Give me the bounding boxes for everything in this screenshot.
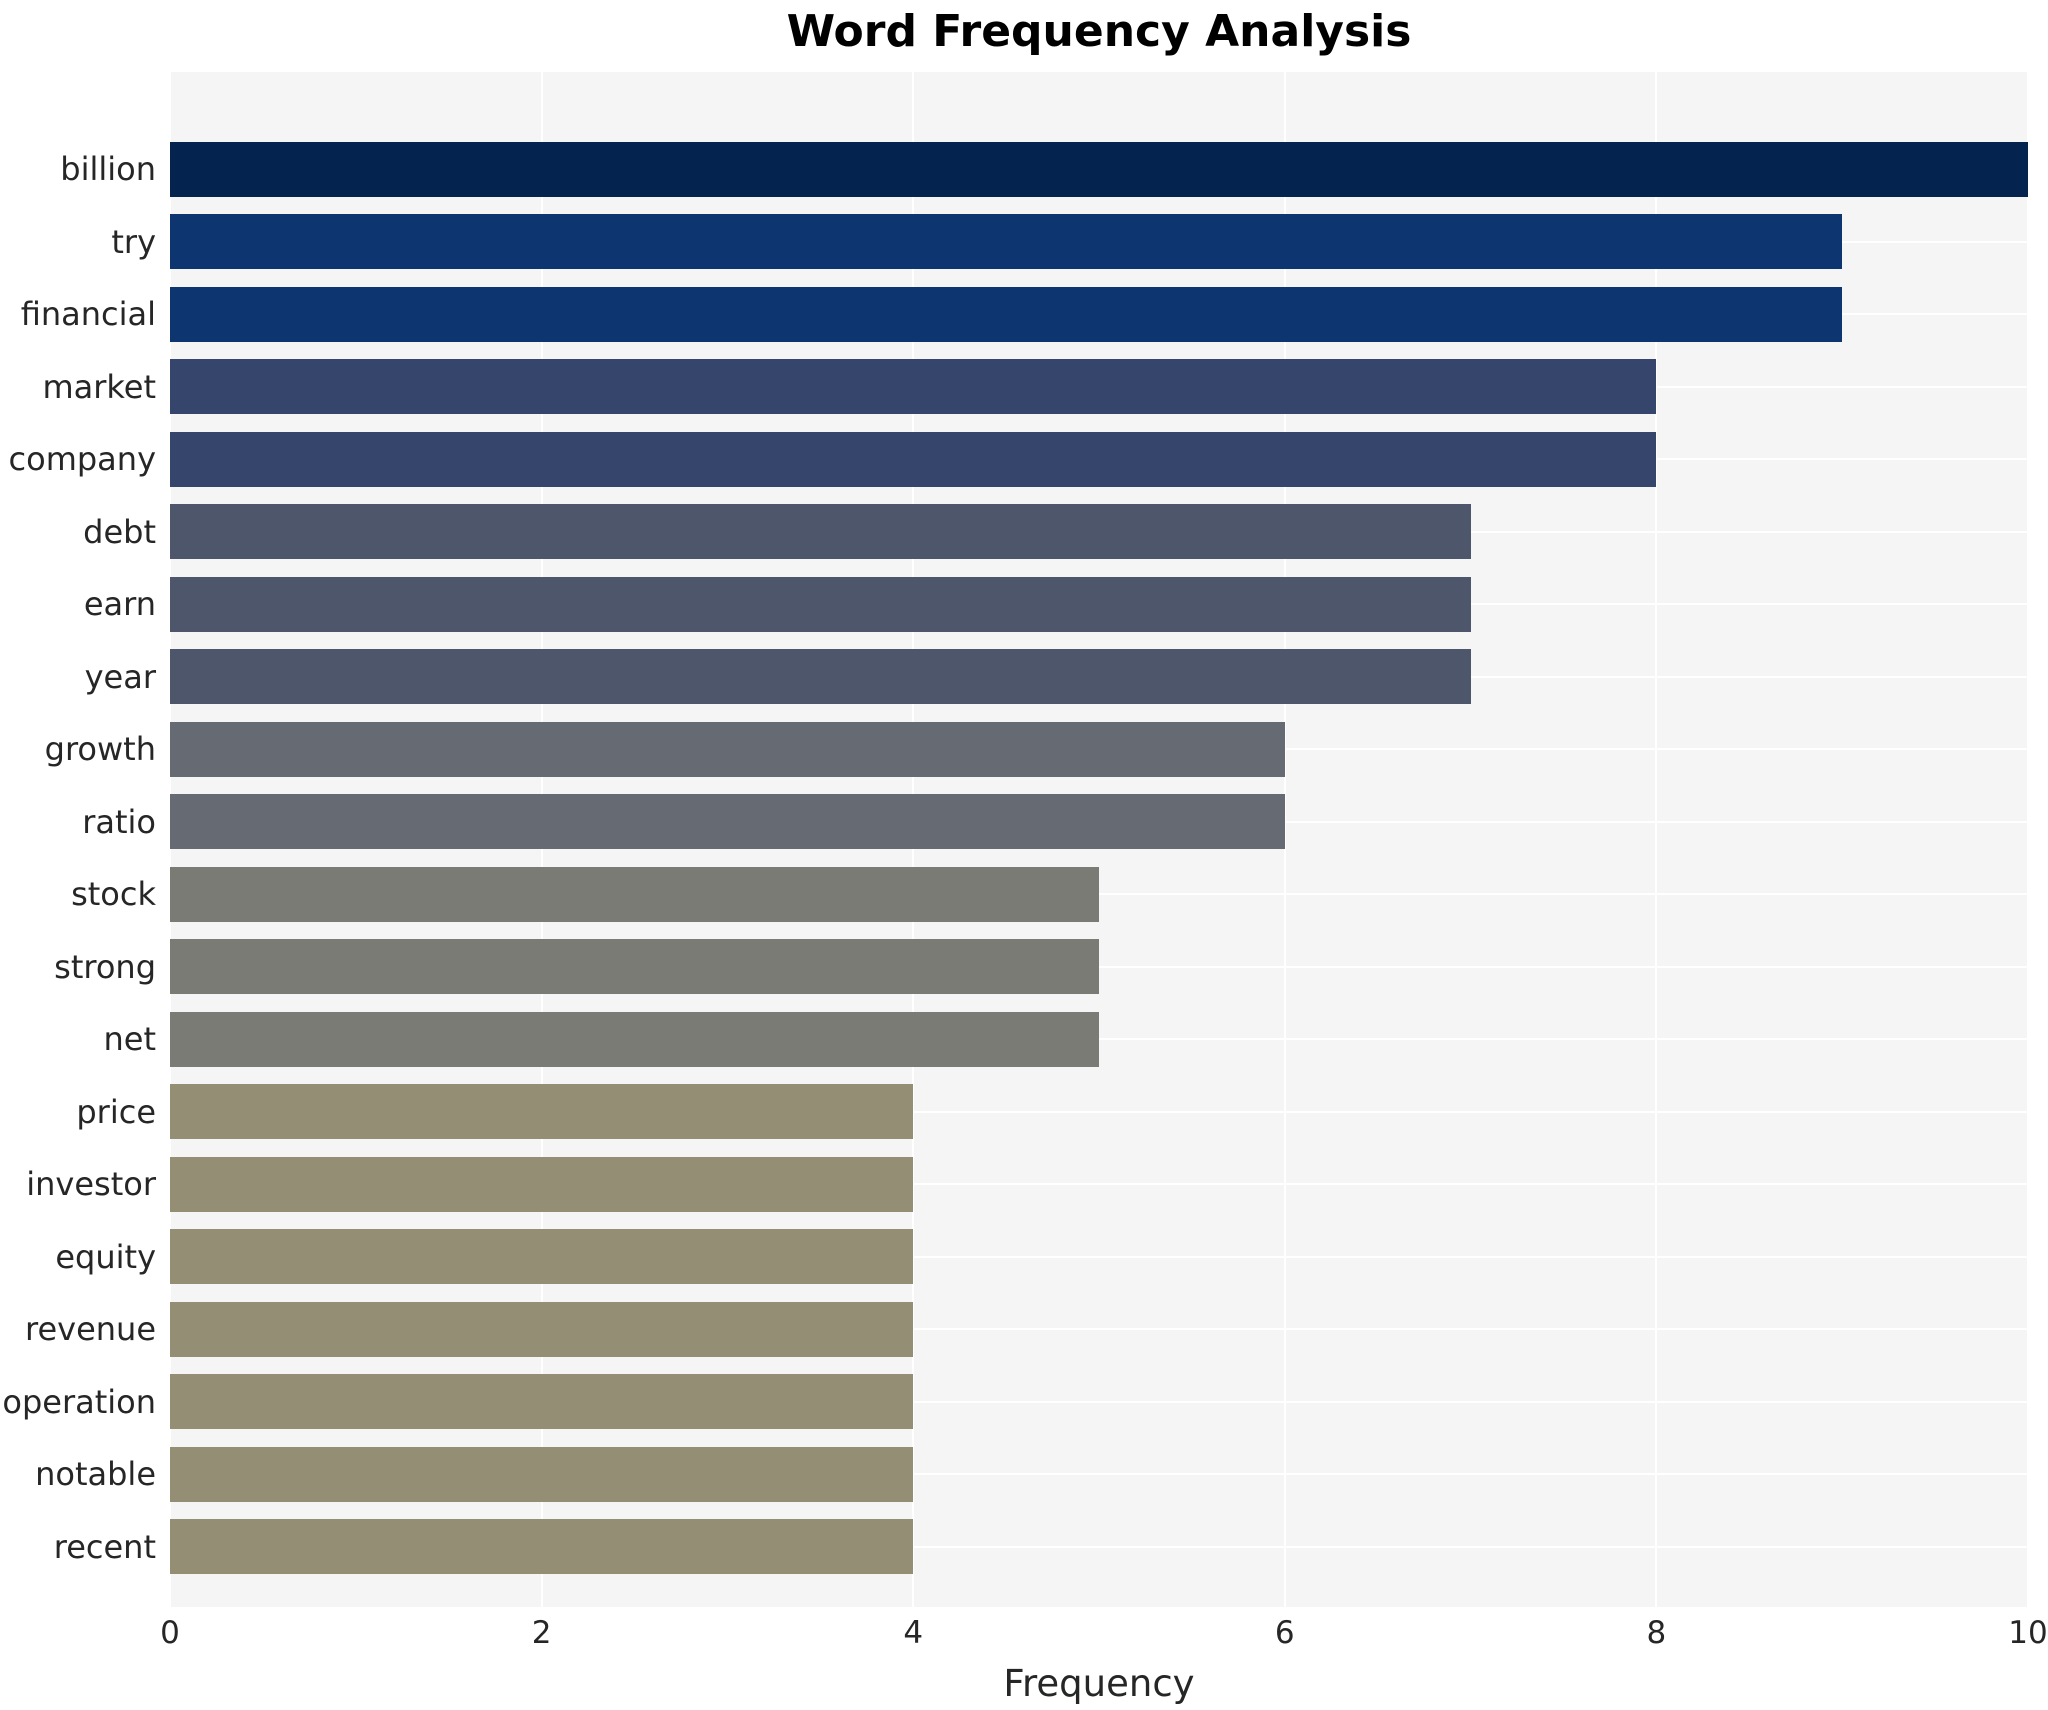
bar-row bbox=[170, 1293, 2028, 1366]
bar-year bbox=[170, 649, 1471, 705]
horizontal-gridline bbox=[170, 1400, 2028, 1403]
horizontal-gridline bbox=[170, 1183, 2028, 1186]
bar-row bbox=[170, 278, 2028, 351]
bar-row bbox=[170, 858, 2028, 931]
x-tick-label-4: 4 bbox=[903, 1615, 924, 1651]
x-tick-label-0: 0 bbox=[160, 1615, 180, 1651]
bar-strong bbox=[170, 939, 1099, 995]
y-label-growth: growth bbox=[44, 730, 156, 769]
y-label-company: company bbox=[8, 440, 156, 479]
bar-row bbox=[170, 641, 2028, 714]
plot-area bbox=[169, 72, 2029, 1607]
bar-row bbox=[170, 1438, 2028, 1511]
horizontal-gridline bbox=[170, 1110, 2028, 1113]
y-label-market: market bbox=[42, 367, 156, 406]
horizontal-gridline bbox=[170, 1038, 2028, 1041]
bar-try bbox=[170, 214, 1843, 270]
bar-row bbox=[170, 713, 2028, 786]
bar-financial bbox=[170, 286, 1843, 342]
horizontal-gridline bbox=[170, 965, 2028, 968]
x-tick-label-2: 2 bbox=[531, 1615, 552, 1651]
horizontal-gridline bbox=[170, 893, 2028, 896]
bar-row bbox=[170, 786, 2028, 859]
bar-row bbox=[170, 1003, 2028, 1076]
bar-billion bbox=[170, 141, 2028, 197]
bar-ratio bbox=[170, 794, 1285, 850]
y-label-financial: financial bbox=[20, 295, 156, 334]
x-tick-label-8: 8 bbox=[1646, 1615, 1667, 1651]
bar-debt bbox=[170, 504, 1471, 560]
bar-row bbox=[170, 133, 2028, 206]
bar-row bbox=[170, 1366, 2028, 1439]
y-label-billion: billion bbox=[60, 150, 156, 189]
y-label-investor: investor bbox=[26, 1165, 156, 1204]
x-tick-label-10: 10 bbox=[2008, 1615, 2048, 1651]
bar-row bbox=[170, 1148, 2028, 1221]
y-label-stock: stock bbox=[71, 875, 156, 914]
bar-recent bbox=[170, 1519, 914, 1575]
vertical-gridline bbox=[1655, 72, 1658, 1607]
bar-investor bbox=[170, 1156, 914, 1212]
bar-row bbox=[170, 568, 2028, 641]
y-label-notable: notable bbox=[35, 1455, 156, 1494]
y-label-equity: equity bbox=[55, 1237, 156, 1276]
bar-market bbox=[170, 359, 1657, 415]
bar-row bbox=[170, 351, 2028, 424]
bar-stock bbox=[170, 866, 1099, 922]
y-label-ratio: ratio bbox=[82, 802, 156, 841]
bar-row bbox=[170, 423, 2028, 496]
bar-growth bbox=[170, 721, 1285, 777]
y-label-try: try bbox=[111, 222, 156, 261]
horizontal-gridline bbox=[170, 1255, 2028, 1258]
vertical-gridline bbox=[1283, 72, 1286, 1607]
bar-row bbox=[170, 496, 2028, 569]
bar-row bbox=[170, 1511, 2028, 1584]
bar-row bbox=[170, 206, 2028, 279]
y-label-strong: strong bbox=[54, 947, 156, 986]
chart-title: Word Frequency Analysis bbox=[786, 6, 1412, 57]
y-axis-labels: billion try financial market company debt earn… bbox=[0, 72, 156, 1607]
bar-row bbox=[170, 931, 2028, 1004]
bar-equity bbox=[170, 1229, 914, 1285]
horizontal-gridline bbox=[170, 1473, 2028, 1476]
x-tick-label-6: 6 bbox=[1274, 1615, 1295, 1651]
bar-earn bbox=[170, 576, 1471, 632]
y-label-recent: recent bbox=[53, 1527, 156, 1566]
bar-operation bbox=[170, 1374, 914, 1430]
bar-revenue bbox=[170, 1301, 914, 1357]
y-label-debt: debt bbox=[83, 512, 156, 551]
x-axis-title: Frequency bbox=[1003, 1662, 1195, 1705]
bar-net bbox=[170, 1011, 1099, 1067]
y-label-earn: earn bbox=[83, 585, 156, 624]
bar-price bbox=[170, 1084, 914, 1140]
horizontal-gridline bbox=[170, 1328, 2028, 1331]
bar-row bbox=[170, 1076, 2028, 1149]
y-label-year: year bbox=[84, 657, 156, 696]
horizontal-gridline bbox=[170, 1545, 2028, 1548]
y-label-price: price bbox=[76, 1092, 156, 1131]
x-axis-ticks: 0 2 4 6 8 10 bbox=[160, 1615, 2048, 1659]
vertical-gridline bbox=[2027, 72, 2029, 1607]
bar-notable bbox=[170, 1446, 914, 1502]
bar-row bbox=[170, 1221, 2028, 1294]
bar-company bbox=[170, 431, 1657, 487]
y-label-net: net bbox=[103, 1020, 156, 1059]
bar-rows bbox=[170, 72, 2028, 1607]
y-label-operation: operation bbox=[2, 1382, 156, 1421]
y-label-revenue: revenue bbox=[24, 1310, 156, 1349]
